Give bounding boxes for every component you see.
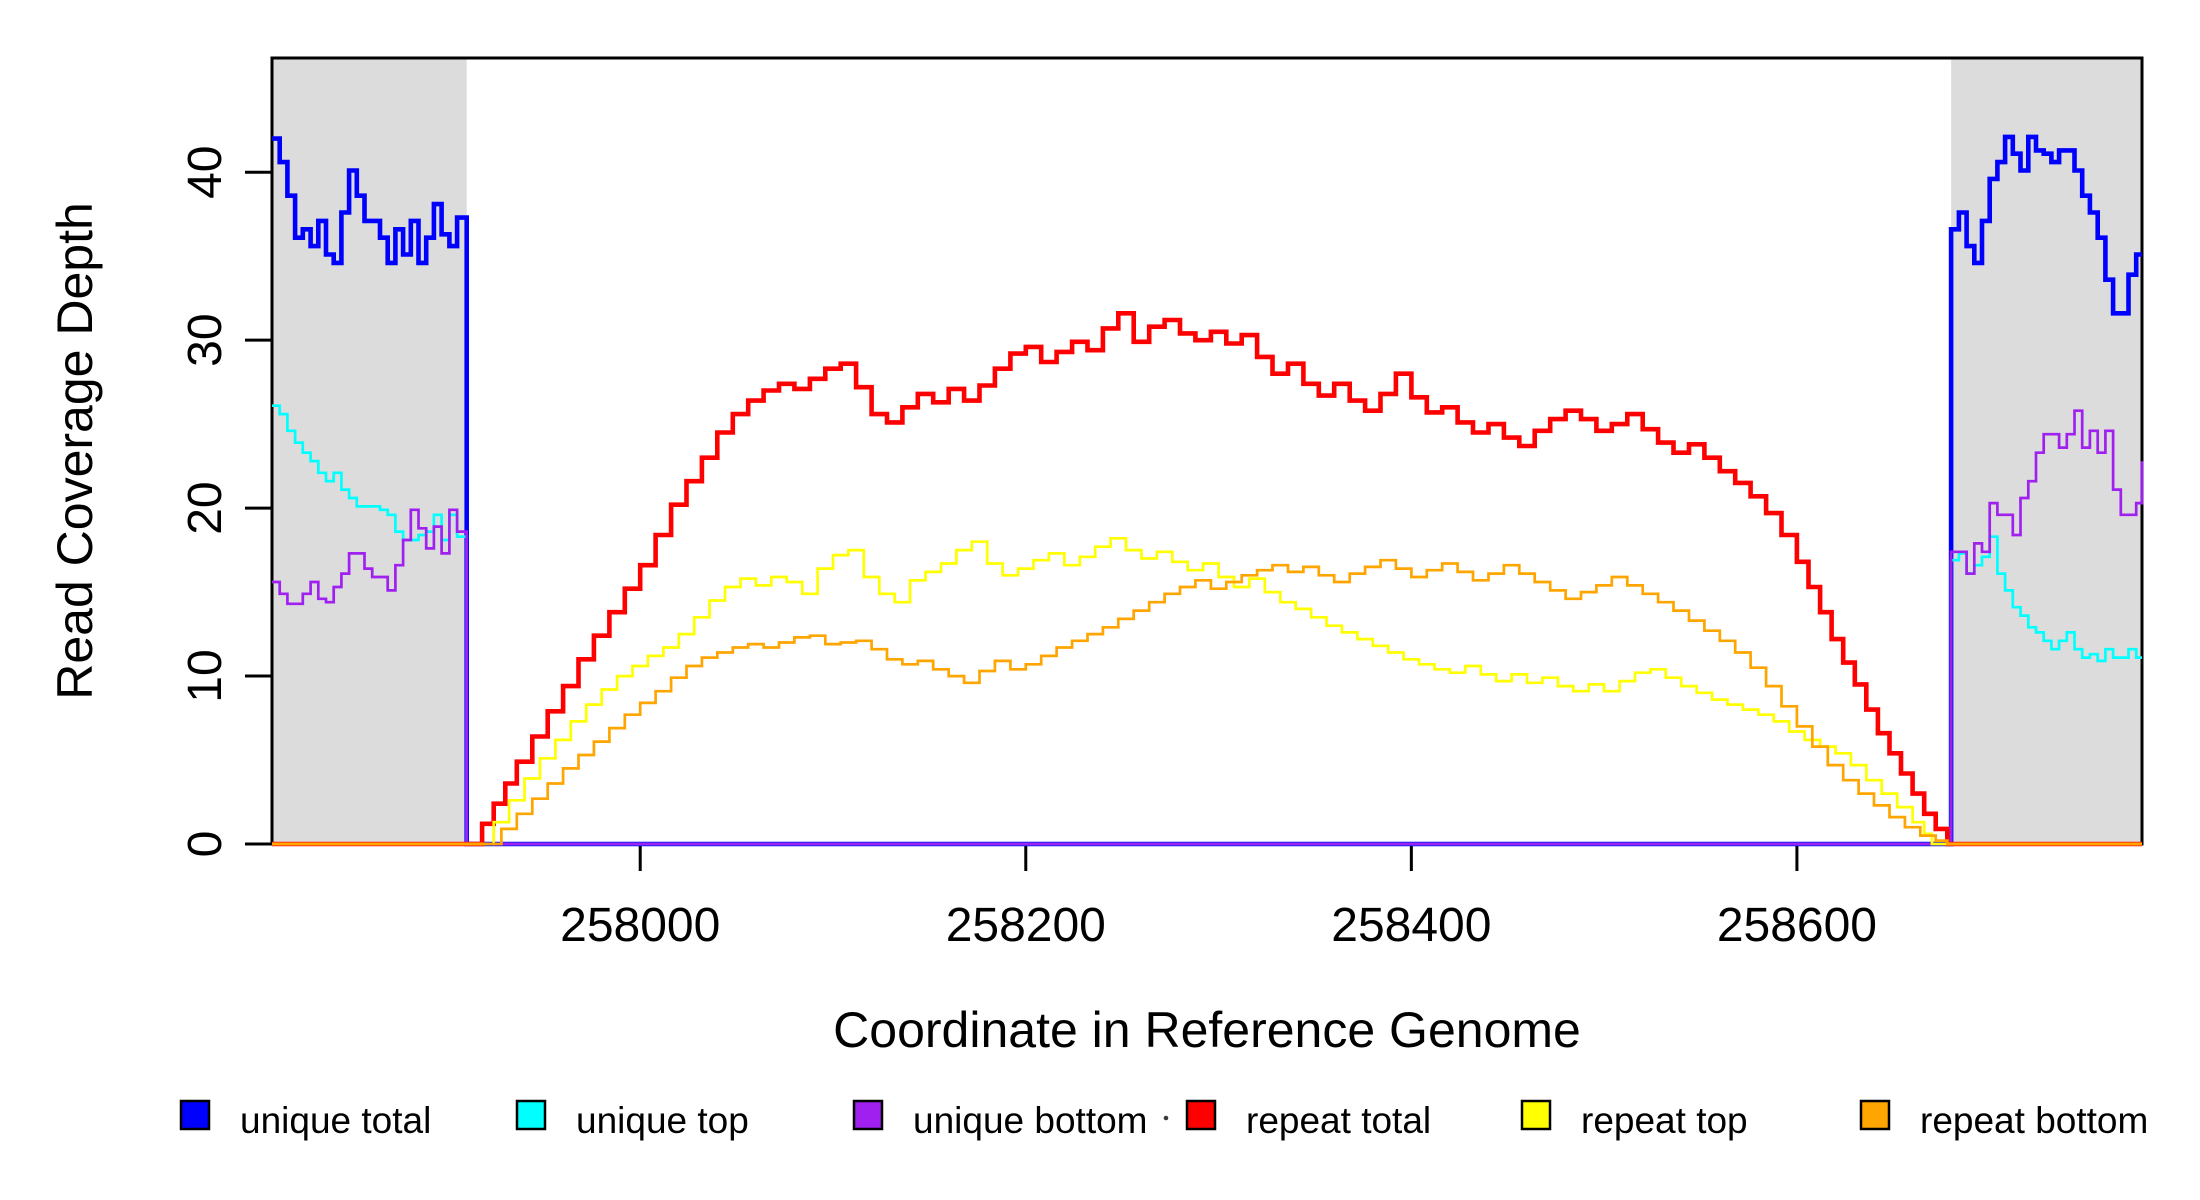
legend-item-unique-bottom: unique bottom: [852, 1099, 1148, 1141]
stray-dot: [1163, 1115, 1169, 1121]
x-tick-label: 258200: [946, 899, 1106, 952]
legend-swatch-unique-bottom: [852, 1099, 884, 1131]
series-line-repeat-top: [272, 536, 2142, 846]
legend-item-repeat-total: repeat total: [1185, 1099, 1431, 1141]
plot-border: [270, 56, 2144, 846]
y-tick-label: 0: [179, 831, 232, 858]
legend-swatch-repeat-total: [1185, 1099, 1217, 1131]
legend-swatch-unique-total: [179, 1099, 211, 1131]
legend-label: repeat total: [1246, 1100, 1431, 1141]
y-tick-label: 30: [179, 313, 232, 366]
legend-item-repeat-bottom: repeat bottom: [1859, 1099, 2148, 1141]
axis-ticks: 258000 258200 258400 258600 0 10 20 30 40: [179, 146, 1877, 952]
legend-label: unique bottom: [913, 1100, 1148, 1141]
x-tick-label: 258600: [1717, 899, 1877, 952]
legend-swatch-repeat-bottom: [1859, 1099, 1891, 1131]
legend-label: repeat top: [1581, 1100, 1748, 1141]
x-tick-label: 258000: [560, 899, 720, 952]
series-line-unique-top: [272, 404, 2142, 846]
legend-swatch-unique-top: [515, 1099, 547, 1131]
legend: unique total unique top unique bottom repea…: [179, 1099, 2148, 1141]
y-tick-label: 20: [179, 481, 232, 534]
unique-region-shade-left: [272, 58, 467, 844]
coverage-series-lines: [272, 134, 2144, 847]
unique-region-shade-right: [1951, 58, 2142, 844]
x-axis-title: Coordinate in Reference Genome: [833, 1002, 1581, 1058]
legend-label: unique top: [576, 1100, 749, 1141]
legend-label: unique total: [240, 1100, 431, 1141]
legend-label: repeat bottom: [1920, 1100, 2148, 1141]
y-axis-title: Read Coverage Depth: [47, 202, 103, 700]
legend-item-unique-total: unique total: [179, 1099, 431, 1141]
shaded-unique-regions: [272, 58, 2142, 844]
series-line-repeat-total: [272, 311, 2142, 847]
series-line-unique-total: [272, 134, 2142, 847]
legend-item-repeat-top: repeat top: [1520, 1099, 1748, 1141]
legend-swatch-repeat-top: [1520, 1099, 1552, 1131]
y-tick-label: 10: [179, 649, 232, 702]
series-line-unique-bottom: [272, 409, 2144, 846]
y-tick-label: 40: [179, 146, 232, 199]
x-tick-label: 258400: [1331, 899, 1491, 952]
legend-item-unique-top: unique top: [515, 1099, 749, 1141]
series-line-repeat-bottom: [272, 558, 2142, 846]
